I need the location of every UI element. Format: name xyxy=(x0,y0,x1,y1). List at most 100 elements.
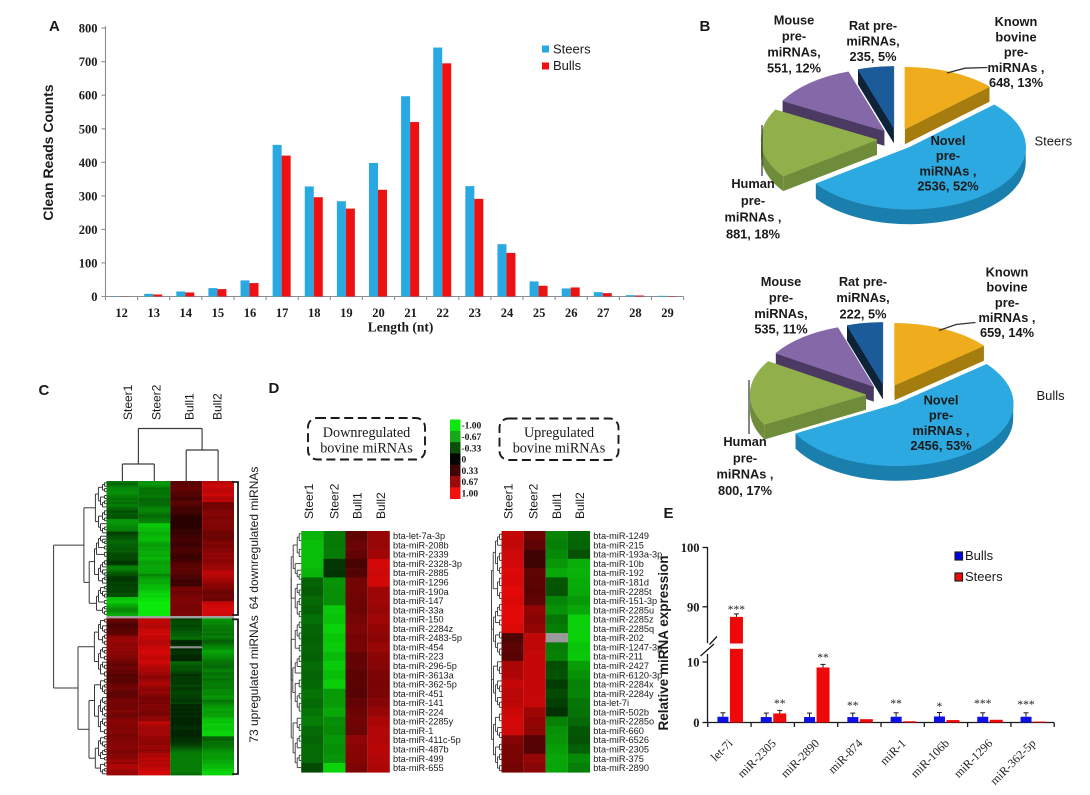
svg-text:14: 14 xyxy=(180,306,193,320)
svg-text:13: 13 xyxy=(147,306,160,320)
svg-text:bta-miR-2890: bta-miR-2890 xyxy=(593,763,649,773)
svg-text:pre-: pre- xyxy=(1004,45,1028,60)
svg-text:bta-miR-181d: bta-miR-181d xyxy=(593,578,649,588)
svg-text:0.33: 0.33 xyxy=(462,467,479,477)
svg-text:-0.67: -0.67 xyxy=(462,433,482,443)
svg-text:**: ** xyxy=(890,698,902,710)
svg-text:bta-miR-2483-5p: bta-miR-2483-5p xyxy=(393,633,462,643)
svg-text:1.00: 1.00 xyxy=(462,490,479,500)
svg-text:miRNAs,: miRNAs, xyxy=(767,45,820,60)
svg-text:0: 0 xyxy=(462,456,467,466)
svg-text:235, 5%: 235, 5% xyxy=(850,49,898,64)
svg-text:bta-miR-655: bta-miR-655 xyxy=(393,763,444,773)
svg-text:miRNAs ,: miRNAs , xyxy=(725,210,782,225)
svg-text:800: 800 xyxy=(79,22,98,36)
svg-text:Clean Reads Counts: Clean Reads Counts xyxy=(40,84,56,220)
svg-text:bta-miR-451: bta-miR-451 xyxy=(393,689,444,699)
svg-text:bta-miR-224: bta-miR-224 xyxy=(393,707,444,717)
svg-text:pre-: pre- xyxy=(936,148,960,163)
svg-text:500: 500 xyxy=(79,122,98,136)
svg-text:Human: Human xyxy=(731,176,775,191)
svg-text:bta-miR-502b: bta-miR-502b xyxy=(593,707,649,717)
svg-text:25: 25 xyxy=(533,306,546,320)
svg-text:2536, 52%: 2536, 52% xyxy=(917,179,979,194)
svg-text:2456, 53%: 2456, 53% xyxy=(910,438,972,453)
svg-text:miRNAs ,: miRNAs , xyxy=(979,310,1036,325)
svg-text:12: 12 xyxy=(115,306,128,320)
svg-text:bovine: bovine xyxy=(986,280,1027,295)
svg-text:0: 0 xyxy=(91,290,97,304)
svg-text:let-7i: let-7i xyxy=(708,736,736,764)
svg-text:bta-miR-2285t: bta-miR-2285t xyxy=(593,587,652,597)
svg-text:miR-106b: miR-106b xyxy=(908,736,952,780)
svg-text:miRNAs ,: miRNAs , xyxy=(717,467,774,482)
svg-text:bta-let-7i: bta-let-7i xyxy=(593,698,629,708)
svg-text:bta-miR-215: bta-miR-215 xyxy=(593,540,644,550)
svg-text:Mouse: Mouse xyxy=(774,13,815,28)
svg-text:miRNAs ,: miRNAs , xyxy=(920,163,977,178)
svg-text:18: 18 xyxy=(308,306,321,320)
svg-text:300: 300 xyxy=(79,189,98,203)
svg-text:bta-miR-2284z: bta-miR-2284z xyxy=(393,624,454,634)
svg-text:bta-miR-2885: bta-miR-2885 xyxy=(393,568,449,578)
svg-text:bta-miR-1296: bta-miR-1296 xyxy=(393,578,449,588)
svg-text:bta-miR-193a-3p: bta-miR-193a-3p xyxy=(593,550,662,560)
svg-text:bta-miR-2284y: bta-miR-2284y xyxy=(593,689,654,699)
svg-text:bta-miR-454: bta-miR-454 xyxy=(393,642,444,652)
svg-text:0: 0 xyxy=(693,716,699,730)
svg-text:21: 21 xyxy=(404,306,417,320)
svg-text:20: 20 xyxy=(372,306,385,320)
svg-text:bta-miR-141: bta-miR-141 xyxy=(393,698,444,708)
svg-text:0.67: 0.67 xyxy=(462,478,479,488)
svg-text:400: 400 xyxy=(79,156,98,170)
svg-text:-1.00: -1.00 xyxy=(462,422,482,432)
svg-text:Rat pre-: Rat pre- xyxy=(839,274,887,289)
svg-text:miRNAs,: miRNAs, xyxy=(846,34,899,49)
svg-text:**: ** xyxy=(847,700,859,712)
svg-text:Length (nt): Length (nt) xyxy=(368,320,434,335)
svg-text:E: E xyxy=(664,505,674,522)
svg-text:pre-: pre- xyxy=(929,408,953,423)
svg-text:15: 15 xyxy=(212,306,225,320)
svg-text:Upregulated: Upregulated xyxy=(524,425,594,441)
svg-text:Novel: Novel xyxy=(924,393,959,408)
svg-text:bta-miR-2285o: bta-miR-2285o xyxy=(593,717,654,727)
svg-text:Steers: Steers xyxy=(965,569,1003,584)
svg-text:Known: Known xyxy=(986,265,1029,280)
svg-text:73 upregulated miRNAs: 73 upregulated miRNAs xyxy=(247,615,261,742)
svg-text:bta-miR-2285y: bta-miR-2285y xyxy=(393,717,454,727)
svg-text:28: 28 xyxy=(629,306,642,320)
svg-text:bta-miR-487b: bta-miR-487b xyxy=(393,745,449,755)
svg-text:miR-2890: miR-2890 xyxy=(778,736,822,780)
svg-text:D: D xyxy=(269,380,280,397)
svg-text:miRNAs ,: miRNAs , xyxy=(913,423,970,438)
svg-text:pre-: pre- xyxy=(995,295,1019,310)
svg-text:Bull2: Bull2 xyxy=(573,492,587,519)
svg-text:Bulls: Bulls xyxy=(1037,388,1066,403)
svg-text:pre-: pre- xyxy=(782,29,806,44)
svg-text:***: *** xyxy=(728,604,746,616)
svg-text:pre-: pre- xyxy=(769,290,793,305)
svg-text:-0.33: -0.33 xyxy=(462,444,482,454)
svg-text:bovine miRNAs: bovine miRNAs xyxy=(320,441,413,457)
svg-text:B: B xyxy=(700,18,711,35)
svg-text:26: 26 xyxy=(565,306,578,320)
svg-text:bta-miR-2285u: bta-miR-2285u xyxy=(593,605,654,615)
svg-text:bta-miR-2285z: bta-miR-2285z xyxy=(593,615,654,625)
svg-text:Bulls: Bulls xyxy=(553,58,582,73)
svg-text:90: 90 xyxy=(687,600,700,614)
svg-text:bta-miR-211: bta-miR-211 xyxy=(593,652,643,662)
svg-text:***: *** xyxy=(974,698,992,710)
svg-text:miRNAs ,: miRNAs , xyxy=(988,60,1045,75)
svg-text:bovine miRNAs: bovine miRNAs xyxy=(513,441,606,457)
svg-text:bta-miR-147: bta-miR-147 xyxy=(393,596,444,606)
svg-text:800, 17%: 800, 17% xyxy=(718,483,773,498)
svg-text:miR-2305: miR-2305 xyxy=(735,736,779,780)
svg-text:551, 12%: 551, 12% xyxy=(767,61,822,76)
svg-text:27: 27 xyxy=(597,306,610,320)
svg-text:miR-874: miR-874 xyxy=(825,736,865,776)
svg-text:Steer2: Steer2 xyxy=(527,483,541,519)
svg-text:miRNAs,: miRNAs, xyxy=(836,290,889,305)
svg-text:miR-362-5p: miR-362-5p xyxy=(987,736,1038,787)
svg-text:bta-miR-192: bta-miR-192 xyxy=(593,568,644,578)
